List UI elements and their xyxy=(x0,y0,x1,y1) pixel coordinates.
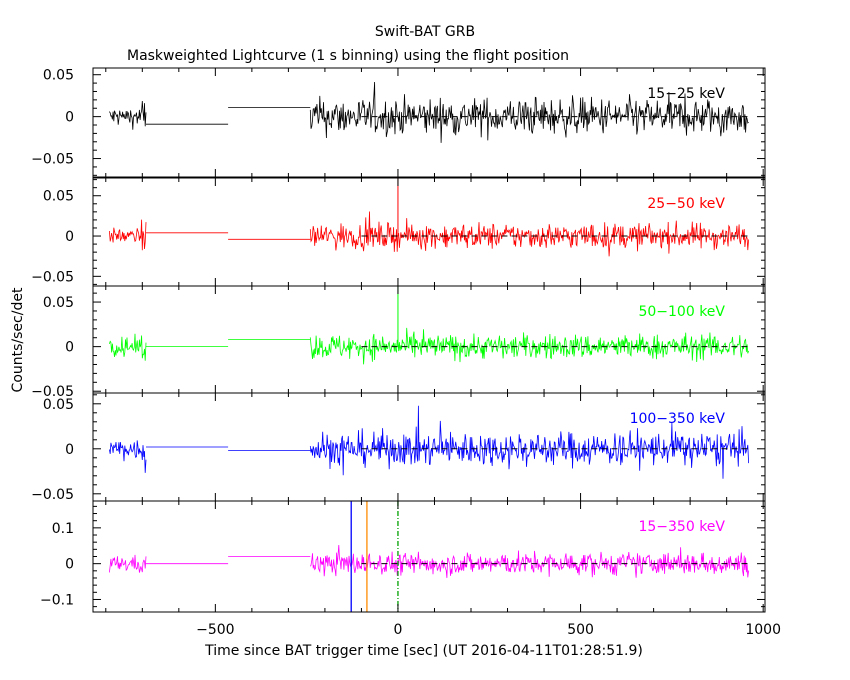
series-line xyxy=(109,405,749,479)
y-tick-label: 0 xyxy=(65,110,74,126)
y-tick-label: 0 xyxy=(65,557,74,573)
panel-15-350-kev: −0.1 0 0.1 15−350 keV xyxy=(40,500,766,613)
band-label: 15−25 keV xyxy=(647,86,725,102)
y-tick-label: −0.05 xyxy=(31,269,74,285)
panel-15-25-kev: −0.05 0 0.05 15−25 keV xyxy=(31,67,766,178)
y-tick-label: −0.05 xyxy=(31,487,74,503)
band-label: 100−350 keV xyxy=(630,411,726,427)
y-tick-label: 0 xyxy=(65,340,74,356)
panel-100-350-kev: −0.05 0 0.05 100−350 keV xyxy=(31,392,766,503)
y-tick-label: −0.05 xyxy=(31,152,74,168)
panel-frame xyxy=(92,67,766,178)
panel-25-50-kev: −0.05 0 0.05 25−50 keV xyxy=(31,177,766,287)
y-tick-label: 0.05 xyxy=(43,68,74,84)
x-tick-label: 1000 xyxy=(745,622,781,638)
y-tick-label: 0 xyxy=(65,229,74,245)
y-tick-label: −0.1 xyxy=(40,593,74,609)
x-axis-label: Time since BAT trigger time [sec] (UT 20… xyxy=(204,643,643,659)
chart-title: Swift-BAT GRB xyxy=(375,24,475,40)
y-tick-label: 0 xyxy=(65,442,74,458)
band-label: 50−100 keV xyxy=(638,304,725,320)
series-line xyxy=(109,327,749,365)
band-label: 15−350 keV xyxy=(638,519,725,535)
band-label: 25−50 keV xyxy=(647,196,725,212)
x-tick-label: −500 xyxy=(196,622,234,638)
y-tick-label: 0.05 xyxy=(43,189,74,205)
series-line xyxy=(109,81,749,143)
panel-50-100-kev: −0.05 0 0.05 50−100 keV xyxy=(31,285,766,400)
series-line xyxy=(109,211,749,257)
y-tick-label: 0.05 xyxy=(43,397,74,413)
y-axis-label: Counts/sec/det xyxy=(10,287,26,392)
x-tick-label: 500 xyxy=(567,622,594,638)
series-line xyxy=(109,544,749,578)
y-tick-label: −0.05 xyxy=(31,384,74,400)
y-tick-label: 0.1 xyxy=(52,521,74,537)
x-tick-label: 0 xyxy=(393,622,402,638)
chart-subtitle: Maskweighted Lightcurve (1 s binning) us… xyxy=(127,48,569,64)
y-tick-label: 0.05 xyxy=(43,295,74,311)
